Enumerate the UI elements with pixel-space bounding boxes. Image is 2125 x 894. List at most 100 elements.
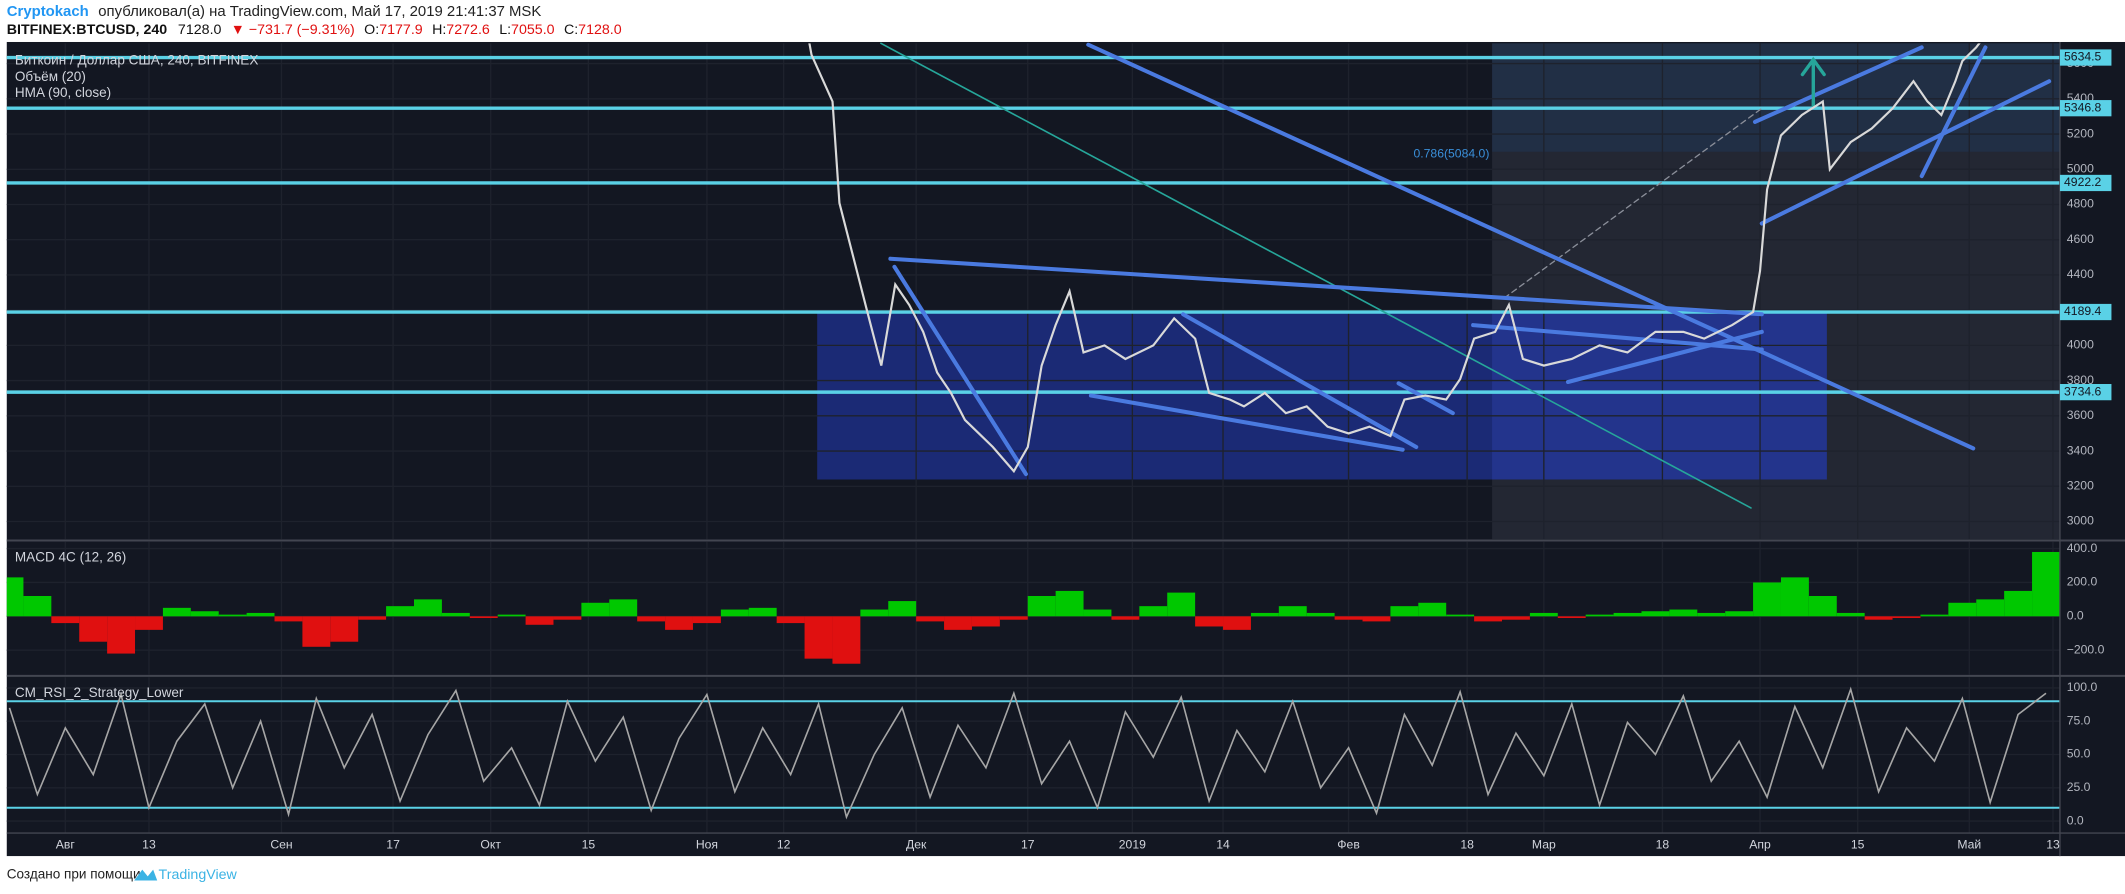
histogram-bar — [79, 616, 108, 642]
histogram-bar — [358, 616, 387, 620]
footer-brand[interactable]: TradingView — [159, 867, 238, 883]
histogram-bar — [274, 616, 303, 622]
histogram-bar — [525, 616, 554, 625]
trend-line — [1086, 42, 1976, 451]
histogram-bar — [804, 616, 833, 659]
histogram-bar — [1892, 616, 1921, 619]
histogram-bar — [51, 616, 80, 624]
author[interactable]: Cryptokach — [7, 4, 89, 20]
histogram-bar — [1976, 599, 2005, 617]
trend-line — [1565, 329, 1764, 385]
histogram-bar — [776, 616, 805, 624]
brand-logo — [134, 869, 158, 881]
histogram-bar — [1446, 614, 1475, 617]
histogram-bar — [1306, 612, 1335, 617]
y-tick-label: 3200 — [2067, 478, 2094, 492]
x-tick-label: 18 — [1656, 837, 1670, 851]
histogram-bar — [1474, 616, 1502, 622]
y-tick-label: 5200 — [2067, 126, 2094, 140]
level-label-box — [2059, 383, 2112, 401]
histogram-bar — [1585, 614, 1614, 617]
x-tick-label: Апр — [1749, 837, 1771, 851]
level-label-box — [2059, 49, 2112, 66]
histogram-bar — [832, 616, 861, 664]
series-legend: Биткоин / Доллар США, 240, BITFINEX — [15, 53, 258, 68]
histogram-bar — [1223, 616, 1251, 630]
ohlc-label: H: — [432, 22, 446, 38]
histogram-bar — [1864, 616, 1893, 620]
trend-line — [1181, 312, 1419, 450]
x-tick-label: 13 — [2046, 837, 2060, 851]
y-tick-label: 0.0 — [2067, 609, 2084, 623]
price-line — [808, 43, 1981, 474]
y-tick-label: 3800 — [2067, 373, 2094, 387]
histogram-bar — [469, 616, 498, 619]
y-tick-label: 4400 — [2067, 267, 2094, 281]
histogram-bar — [302, 616, 331, 647]
x-tick-label: Окт — [480, 837, 501, 851]
x-tick-label: 18 — [1460, 837, 1474, 851]
y-tick-label: 3400 — [2067, 443, 2094, 457]
histogram-bar — [1948, 602, 1977, 617]
histogram-bar — [386, 606, 414, 617]
data-layer — [6, 43, 2060, 820]
histogram-bar — [1697, 612, 1726, 617]
x-tick-label: 12 — [777, 837, 791, 851]
histogram-bar — [330, 616, 359, 642]
histogram-bar — [162, 607, 191, 617]
arrow — [1800, 56, 1826, 108]
histogram-bar — [135, 616, 163, 630]
histogram-bar — [1250, 612, 1279, 617]
trend-line — [1759, 79, 2052, 226]
y-tick-label: 200.0 — [2067, 575, 2098, 589]
histogram-bar — [1920, 614, 1949, 617]
range-box — [1492, 311, 1827, 480]
histogram-bar — [1641, 611, 1670, 617]
rsi-line — [8, 686, 2047, 820]
level-label-box — [2059, 100, 2112, 117]
ohlc-value: 7177.9 — [379, 22, 423, 38]
x-tick-label: Дек — [906, 837, 927, 851]
level-layer — [6, 55, 2060, 809]
level-label-box — [2059, 303, 2112, 321]
y-tick-label: 4000 — [2067, 338, 2094, 352]
histogram-bar — [2004, 590, 2033, 617]
x-tick-label: Май — [1957, 837, 1981, 851]
histogram-bar — [720, 609, 749, 617]
histogram-bar — [1613, 612, 1642, 617]
histogram-bar — [916, 616, 945, 622]
trend-line — [1088, 393, 1405, 452]
x-tick-label: 15 — [1851, 837, 1865, 851]
drawings — [880, 42, 2052, 509]
histogram-bar — [23, 596, 52, 617]
histogram-bar — [1055, 590, 1084, 617]
level-label: 4922.2 — [2064, 175, 2102, 189]
fib-line — [1503, 107, 1763, 299]
histogram-bar — [1362, 616, 1391, 622]
histogram-bar — [1390, 606, 1419, 617]
histogram-bar — [1418, 602, 1447, 617]
y-tick-label: 4800 — [2067, 197, 2094, 211]
histogram-bar — [6, 577, 24, 617]
histogram-bar — [441, 612, 470, 617]
symbol: BITFINEX:BTCUSD, 240 — [7, 22, 168, 38]
histogram-bar — [1334, 616, 1363, 620]
ohlc-label: C: — [564, 22, 578, 38]
histogram-bar — [1808, 596, 1837, 617]
ohlc-value: 7128.0 — [578, 22, 622, 38]
axis-layer: 3000320034003600380040004200440046004800… — [56, 49, 2112, 851]
trend-line — [1396, 381, 1455, 416]
y-tick-label: 100.0 — [2067, 680, 2098, 694]
x-tick-label: 14 — [1216, 837, 1230, 851]
x-tick-label: 15 — [582, 837, 596, 851]
histogram-bar — [1111, 616, 1140, 620]
x-tick-label: Авг — [56, 837, 76, 851]
x-tick-label: Ноя — [696, 837, 718, 851]
annotation: 0.786(5084.0) — [1413, 147, 1489, 161]
histogram-bar — [971, 616, 1000, 627]
histogram-bar — [190, 611, 219, 617]
level-label: 5346.8 — [2064, 100, 2102, 114]
trend-line — [888, 256, 1764, 317]
